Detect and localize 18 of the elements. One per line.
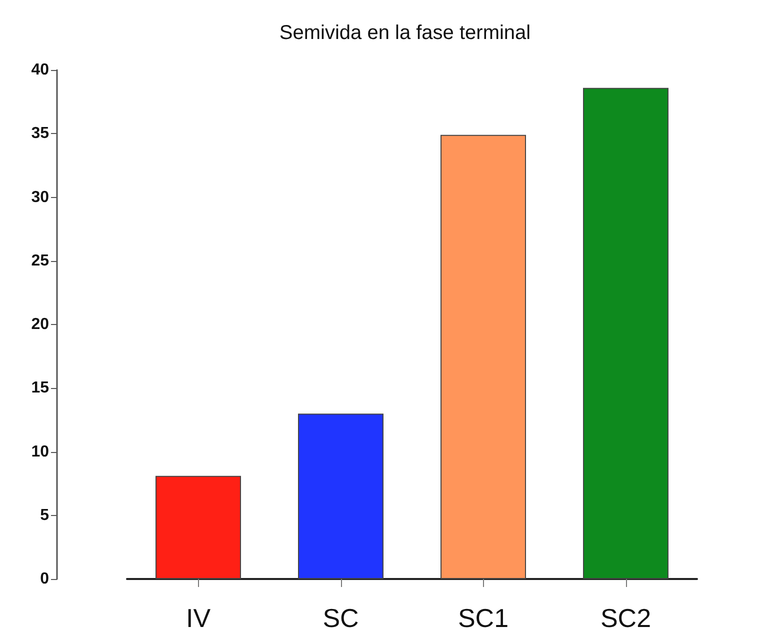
y-tick-label: 30: [31, 188, 50, 206]
y-tick-label: 20: [31, 316, 50, 333]
x-tick-label: IV: [186, 603, 212, 633]
y-tick-label: 10: [31, 443, 50, 460]
y-tick-label: 15: [31, 380, 50, 397]
y-tick-label: 0: [40, 570, 50, 588]
y-tick-label: 5: [40, 506, 50, 524]
bar: [298, 414, 384, 579]
x-tick-label: SC2: [600, 603, 652, 633]
y-tick-label: 35: [31, 125, 50, 142]
bar: [583, 88, 668, 579]
x-tick-label: SC: [322, 603, 359, 633]
y-tick-label: 25: [31, 252, 50, 270]
chart-title: Semivida en la fase terminal: [279, 22, 531, 44]
bar: [156, 476, 241, 579]
y-tick-label: 40: [31, 62, 50, 78]
x-tick-label: SC1: [458, 603, 509, 633]
bar: [440, 134, 526, 579]
